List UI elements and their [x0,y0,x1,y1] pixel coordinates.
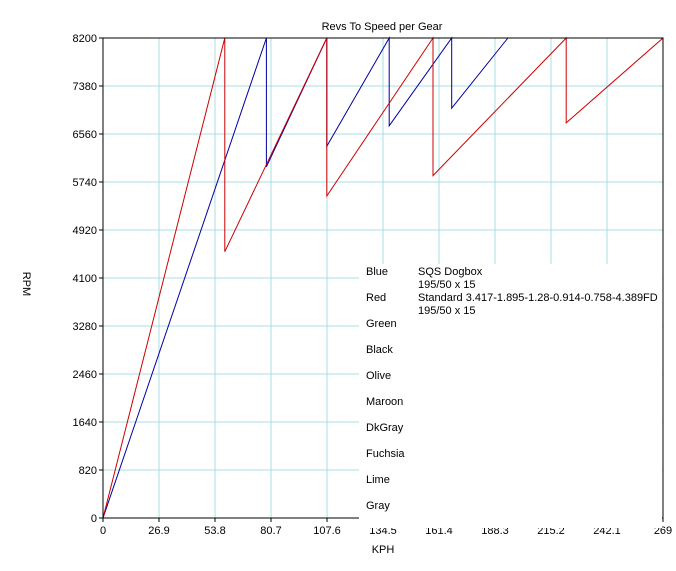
legend-entry-description: 195/50 x 15 [418,279,476,291]
y-tick-label: 4100 [73,273,97,285]
series-line-red [102,36,664,519]
legend-entry-description: SQS Dogbox [418,266,483,278]
y-tick-label: 1640 [73,417,97,429]
x-tick-label: 53.8 [204,525,225,537]
y-tick-label: 0 [91,513,97,525]
y-tick-label: 2460 [73,369,97,381]
legend-entry-name: Maroon [366,396,403,408]
data-series [102,36,664,519]
x-tick-label: 26.9 [148,525,169,537]
y-tick-label: 820 [79,465,97,477]
x-tick-label: 107.6 [313,525,341,537]
series-line-blue [102,36,509,519]
chart-title: Revs To Speed per Gear [322,21,443,33]
y-axis-label: RPM [20,272,32,296]
y-tick-label: 4920 [73,225,97,237]
legend-entry-name: Olive [366,370,391,382]
x-axis-label: KPH [372,544,395,556]
legend-entry-name: Green [366,318,397,330]
legend-entry-description: Standard 3.417-1.895-1.28-0.914-0.758-4.… [418,292,658,304]
legend-entry-name: Black [366,344,393,356]
legend-background [359,264,662,528]
legend-entry-name: Red [366,292,386,304]
legend-entry-name: Gray [366,500,390,512]
x-tick-label: 80.7 [260,525,281,537]
y-tick-label: 3280 [73,321,97,333]
y-tick-label: 6560 [73,129,97,141]
x-tick-label: 0 [100,525,106,537]
y-tick-label: 5740 [73,177,97,189]
legend-entry-description: 195/50 x 15 [418,305,476,317]
legend-entry-name: Fuchsia [366,448,405,460]
legend-entry-name: Lime [366,474,390,486]
legend-entry-name: DkGray [366,422,404,434]
legend-entry-name: Blue [366,266,388,278]
y-tick-label: 7380 [73,81,97,93]
y-tick-label: 8200 [73,33,97,45]
